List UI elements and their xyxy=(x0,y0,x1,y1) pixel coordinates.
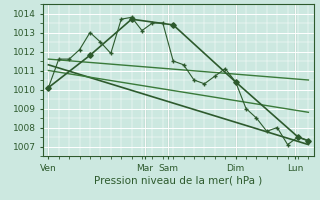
X-axis label: Pression niveau de la mer( hPa ): Pression niveau de la mer( hPa ) xyxy=(94,175,262,185)
